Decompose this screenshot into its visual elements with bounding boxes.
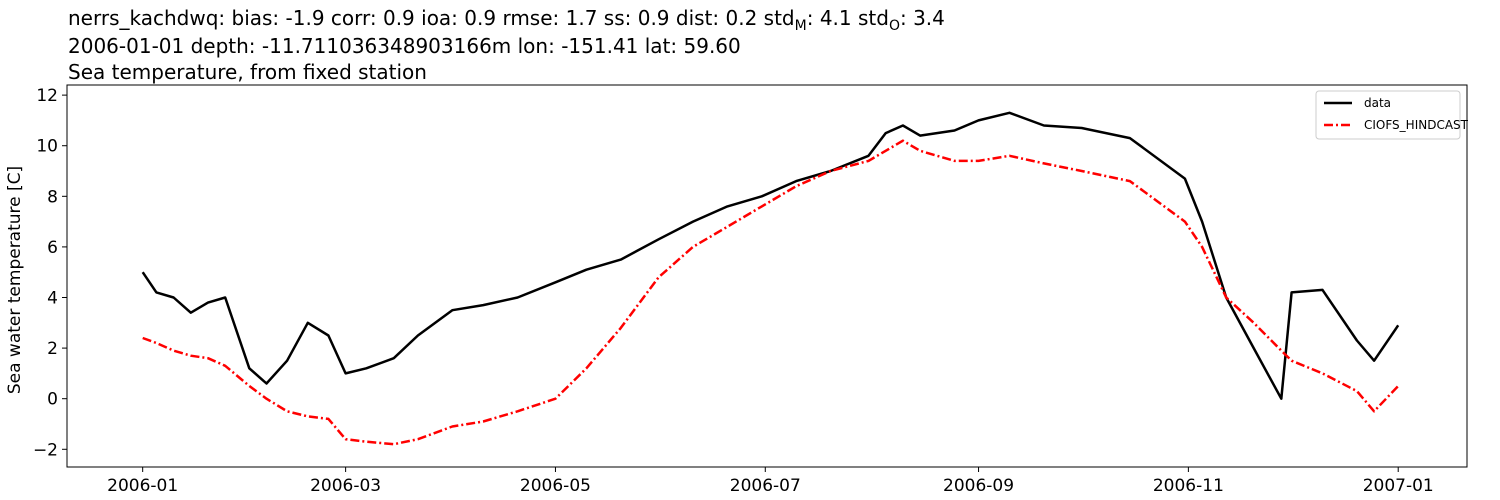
y-tick-label: −2 xyxy=(33,440,58,460)
series-line-data xyxy=(141,111,1400,400)
chart-title-line-1: nerrs_kachdwq: bias: -1.9 corr: 0.9 ioa:… xyxy=(68,6,945,34)
y-tick-label: 0 xyxy=(47,390,58,410)
legend-label-data: data xyxy=(1364,96,1391,110)
x-tick-label: 2006-09 xyxy=(943,476,1014,496)
y-tick-label: 2 xyxy=(47,339,58,359)
y-tick-label: 6 xyxy=(47,238,58,258)
y-axis-label: Sea water temperature [C] xyxy=(5,166,25,394)
x-tick-label: 2007-01 xyxy=(1363,476,1434,496)
x-tick-label: 2006-07 xyxy=(730,476,801,496)
series-group xyxy=(141,111,1400,446)
x-tick-label: 2006-11 xyxy=(1153,476,1224,496)
x-tick-label: 2006-03 xyxy=(310,476,381,496)
legend: data CIOFS_HINDCAST xyxy=(1315,90,1469,140)
chart-title-line-2: 2006-01-01 depth: -11.711036348903166m l… xyxy=(68,34,741,58)
y-tick-label: 12 xyxy=(36,86,58,106)
axis-ticks: 2006-01 2006-03 2006-05 2006-07 2006-09 2006-… xyxy=(33,86,1434,496)
plot-frame xyxy=(66,84,1468,468)
legend-label-ciofs-hindcast: CIOFS_HINDCAST xyxy=(1364,118,1469,132)
series-line-ciofs-hindcast xyxy=(142,139,1400,446)
chart-title-line-3: Sea temperature, from fixed station xyxy=(68,60,427,84)
y-tick-label: 4 xyxy=(47,289,58,309)
y-tick-label: 10 xyxy=(36,137,58,157)
x-tick-label: 2006-05 xyxy=(520,476,591,496)
x-tick-label: 2006-01 xyxy=(107,476,178,496)
y-tick-label: 8 xyxy=(47,187,58,207)
